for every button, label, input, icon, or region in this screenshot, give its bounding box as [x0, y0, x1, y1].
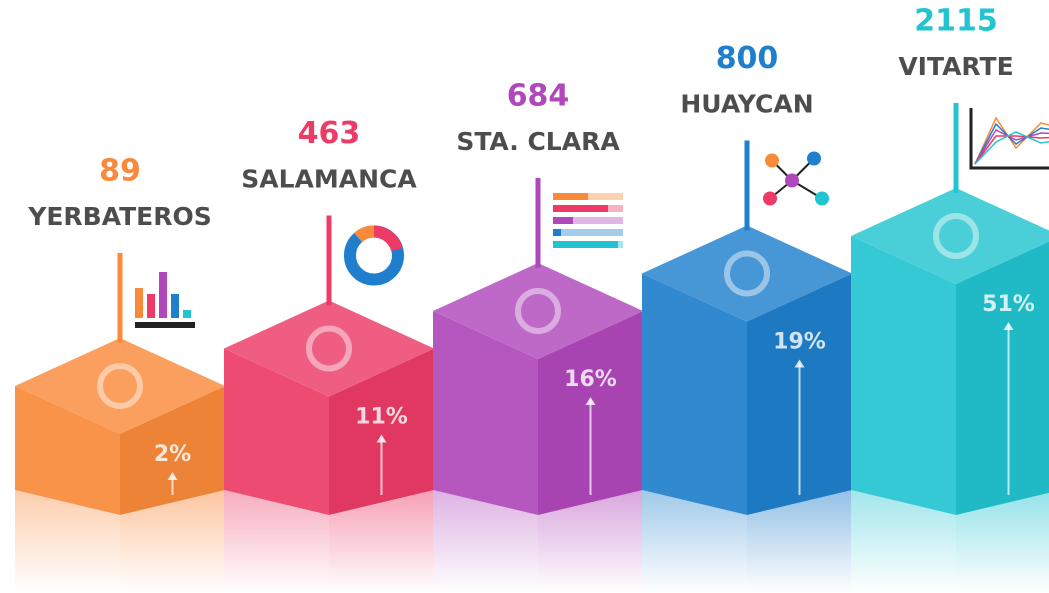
- icon-donut-part: [354, 225, 375, 243]
- share-label: 16%: [564, 367, 617, 392]
- icon-row: [553, 229, 561, 236]
- icon-row: [553, 229, 623, 236]
- cube-top: [15, 338, 225, 434]
- value-label: 89: [99, 154, 141, 189]
- icon-node: [785, 173, 799, 188]
- icon-bar: [135, 288, 143, 318]
- column: 800 HUAYCAN 19%: [642, 41, 852, 593]
- category-label: SALAMANCA: [241, 165, 417, 194]
- arrow-head: [585, 397, 596, 405]
- arrow-head: [376, 434, 387, 443]
- category-label: YERBATEROS: [27, 202, 212, 231]
- arrow-head: [1003, 322, 1014, 330]
- icon-donut-part: [373, 225, 403, 252]
- icon-row: [553, 241, 618, 248]
- cube-left: [15, 386, 120, 515]
- icon-node: [807, 151, 821, 166]
- icon-node: [815, 191, 829, 206]
- category-label: HUAYCAN: [680, 90, 813, 119]
- icon-row: [553, 193, 588, 200]
- icon-bar: [147, 294, 155, 318]
- arrow-head: [794, 359, 805, 368]
- column: 463 SALAMANCA 11%: [224, 116, 434, 593]
- cube-right: [956, 241, 1049, 515]
- cube-left: [433, 311, 538, 515]
- cube-icon: [97, 363, 143, 409]
- icon-row: [553, 217, 623, 224]
- column: 684 STA. CLARA 16%: [433, 79, 643, 593]
- icon-bar: [183, 310, 191, 318]
- cube-icon: [515, 288, 561, 334]
- icon-axes: [969, 108, 1049, 170]
- cube-top: [642, 225, 852, 322]
- icon-line: [974, 135, 1049, 165]
- icon-node: [763, 191, 777, 206]
- icon-line: [974, 116, 1049, 165]
- arrow-head: [167, 472, 178, 480]
- icon-row: [553, 205, 608, 212]
- icon-line: [974, 122, 1049, 165]
- cube-left: [851, 236, 956, 515]
- share-label: 2%: [154, 442, 191, 467]
- icon-line: [974, 129, 1049, 165]
- icon-node: [765, 153, 779, 168]
- cube-icon: [933, 213, 979, 259]
- cube-top: [851, 188, 1049, 284]
- cube-icon: [306, 325, 352, 372]
- cube-icon: [724, 250, 770, 297]
- share-label: 19%: [773, 330, 826, 355]
- icon-row: [553, 217, 573, 224]
- category-label: VITARTE: [898, 52, 1013, 81]
- column: 89 YERBATEROS 2%: [15, 154, 225, 593]
- icon-base: [135, 322, 195, 328]
- cube-left: [642, 273, 747, 515]
- icon-line: [974, 131, 1049, 165]
- cube-right: [120, 386, 225, 515]
- column: 2115 VITARTE 51%: [851, 4, 1049, 593]
- icon-bar: [159, 272, 167, 318]
- value-label: 684: [507, 79, 570, 114]
- cube-top: [433, 263, 643, 359]
- cube-top: [224, 300, 434, 397]
- cube-right: [329, 348, 434, 515]
- value-label: 463: [298, 116, 361, 151]
- value-label: 800: [716, 41, 779, 76]
- icon-bar: [171, 294, 179, 318]
- category-label: STA. CLARA: [456, 127, 620, 156]
- value-label: 2115: [914, 4, 998, 39]
- share-label: 11%: [355, 405, 408, 430]
- share-label: 51%: [982, 292, 1035, 317]
- cube-left: [224, 348, 329, 515]
